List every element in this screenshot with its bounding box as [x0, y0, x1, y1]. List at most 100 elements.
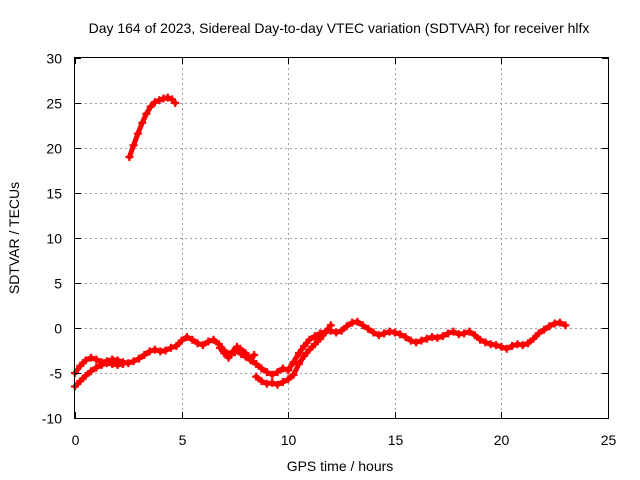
x-tick-label: 20 — [494, 432, 510, 448]
data-point — [497, 342, 506, 351]
y-tick-label: -5 — [50, 366, 63, 382]
data-point — [228, 347, 237, 356]
y-tick-label: 30 — [46, 51, 62, 67]
data-point — [97, 360, 106, 369]
data-point — [241, 352, 250, 361]
data-point — [177, 336, 186, 345]
tick-layer: 0 5 10 15 20 25 -10 -5 0 5 10 15 20 25 30 — [42, 51, 617, 449]
data-point — [204, 337, 213, 346]
data-point — [257, 377, 266, 386]
y-tick-label: 20 — [46, 141, 62, 157]
data-point — [300, 342, 309, 350]
data-point — [81, 371, 90, 380]
data-point — [237, 350, 246, 359]
data-point — [481, 338, 490, 347]
data-point — [182, 333, 191, 341]
data-point — [326, 321, 335, 330]
data-point — [188, 335, 197, 344]
data-point — [502, 344, 511, 353]
data-point — [470, 331, 479, 340]
data-point — [161, 346, 170, 355]
data-point — [155, 96, 164, 105]
data-point — [433, 333, 442, 342]
data-point — [172, 342, 181, 350]
data-point — [380, 329, 389, 338]
data-point — [364, 324, 373, 333]
grid-layer — [75, 58, 608, 418]
data-point — [332, 328, 341, 337]
data-point — [545, 322, 554, 331]
series-secondary-track — [252, 321, 335, 389]
data-point — [278, 378, 287, 386]
data-point — [125, 153, 134, 161]
series-upper-arc — [125, 93, 180, 161]
data-point — [140, 351, 149, 359]
data-point — [87, 367, 95, 376]
data-point — [166, 343, 175, 352]
data-point — [268, 370, 277, 379]
data-point — [92, 363, 101, 372]
data-point — [273, 368, 282, 377]
y-tick-label: 10 — [46, 231, 62, 247]
data-point — [150, 98, 159, 107]
data-point — [142, 109, 151, 118]
data-point — [342, 322, 351, 331]
data-point — [369, 328, 378, 337]
data-point — [438, 332, 447, 341]
data-point — [353, 317, 362, 326]
data-point — [198, 341, 207, 350]
data-point — [284, 375, 293, 384]
data-point — [252, 372, 261, 381]
x-tick-label: 0 — [72, 432, 80, 448]
y-tick-label: 5 — [54, 276, 62, 292]
x-tick-label: 15 — [388, 432, 404, 448]
data-point — [252, 360, 261, 368]
data-point — [150, 345, 159, 354]
data-point — [129, 357, 138, 366]
x-tick-label: 5 — [179, 432, 187, 448]
y-tick-label: 0 — [54, 321, 62, 337]
data-point — [245, 354, 254, 363]
y-axis-label: SDTVAR / TECUs — [6, 182, 22, 294]
data-point — [278, 364, 287, 373]
data-point — [310, 340, 319, 349]
data-point — [257, 364, 266, 373]
data-point — [310, 332, 319, 341]
x-tick-label: 25 — [601, 432, 617, 448]
data-point — [284, 366, 293, 375]
data-point — [534, 329, 543, 338]
y-tick-label: 25 — [46, 96, 62, 112]
data-point — [449, 327, 458, 336]
data-point — [262, 368, 271, 377]
data-point — [250, 351, 259, 359]
data-point — [289, 370, 298, 379]
data-point — [561, 321, 570, 330]
y-tick-label: -10 — [42, 411, 62, 427]
data-point — [540, 325, 548, 334]
data-point — [529, 334, 538, 343]
data-point — [268, 378, 277, 387]
data-point — [81, 356, 90, 365]
data-point — [444, 329, 453, 338]
series-layer — [71, 93, 570, 391]
data-point — [422, 334, 431, 343]
data-point — [294, 360, 303, 368]
series-main-track — [71, 317, 570, 379]
data-point — [358, 321, 367, 330]
data-point — [76, 377, 85, 386]
chart-title: Day 164 of 2023, Sidereal Day-to-day VTE… — [89, 20, 590, 36]
data-point — [300, 351, 309, 360]
data-point — [216, 343, 224, 352]
x-axis-label: GPS time / hours — [287, 458, 394, 474]
series-noisy-segment-7h — [216, 342, 259, 363]
data-point — [163, 93, 172, 102]
y-tick-label: 15 — [46, 186, 62, 202]
data-point — [87, 353, 95, 362]
data-point — [220, 349, 229, 358]
data-point — [390, 328, 399, 337]
data-point — [401, 333, 410, 341]
data-point — [406, 336, 415, 345]
data-point — [129, 141, 138, 150]
data-point — [305, 335, 314, 344]
